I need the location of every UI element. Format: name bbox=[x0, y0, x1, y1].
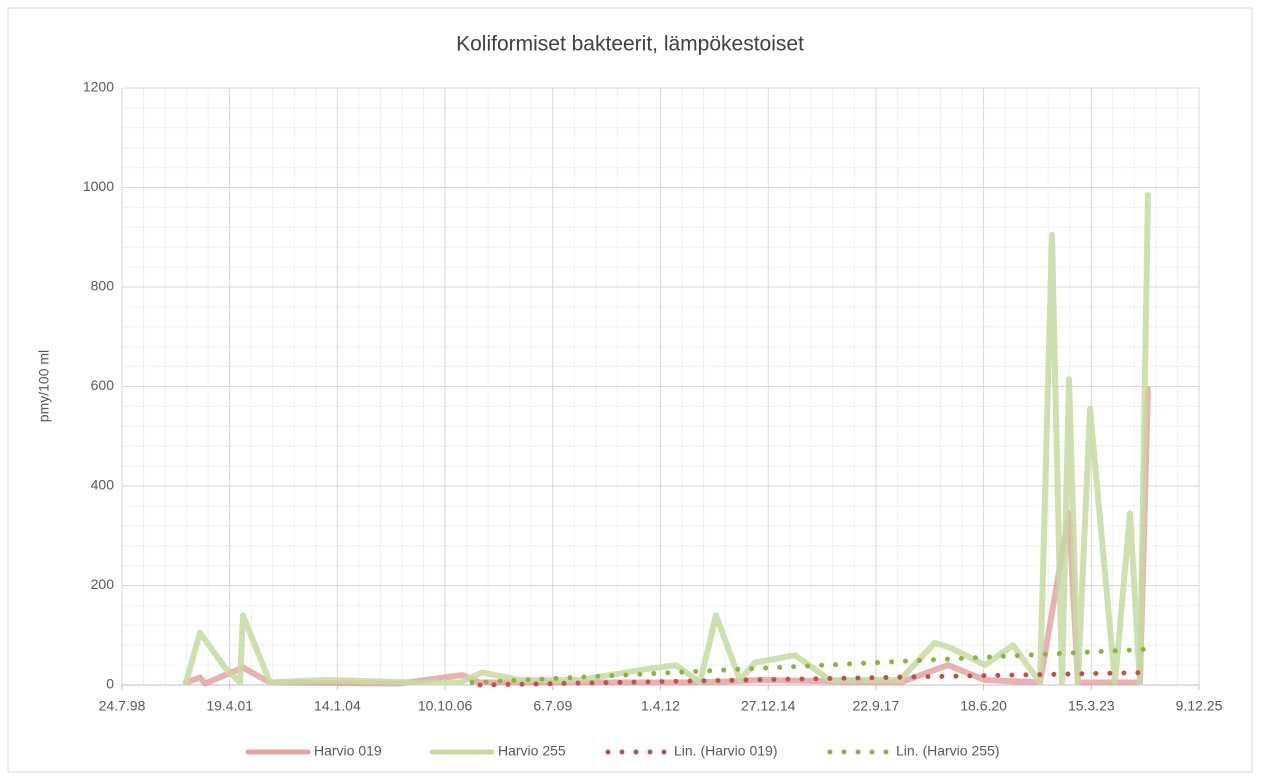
trend-line bbox=[477, 670, 1151, 688]
y-tick-label: 0 bbox=[106, 676, 114, 692]
x-tick-label: 1.4.12 bbox=[641, 698, 680, 714]
y-tick-label: 1000 bbox=[83, 178, 114, 194]
chart-title: Koliformiset bakteerit, lämpökestoiset bbox=[456, 33, 804, 56]
y-tick-label: 200 bbox=[91, 576, 115, 592]
y-tick-label: 800 bbox=[91, 278, 115, 294]
y-tick-label: 1200 bbox=[83, 79, 114, 95]
legend-label: Lin. (Harvio 255) bbox=[896, 743, 1000, 759]
x-tick-label: 18.6.20 bbox=[960, 698, 1007, 714]
x-tick-label: 24.7.98 bbox=[99, 698, 146, 714]
y-tick-label: 400 bbox=[91, 477, 115, 493]
x-tick-label: 27.12.14 bbox=[741, 698, 796, 714]
x-tick-label: 19.4.01 bbox=[206, 698, 253, 714]
legend-label: Harvio 255 bbox=[498, 743, 566, 759]
x-tick-label: 22.9.17 bbox=[853, 698, 900, 714]
y-tick-label: 600 bbox=[91, 377, 115, 393]
x-tick-label: 6.7.09 bbox=[533, 698, 572, 714]
legend-label: Harvio 019 bbox=[314, 743, 382, 759]
x-tick-label: 15.3.23 bbox=[1068, 698, 1115, 714]
x-tick-label: 10.10.06 bbox=[418, 698, 473, 714]
y-axis-label: pmy/100 ml bbox=[36, 350, 52, 422]
x-tick-label: 14.1.04 bbox=[314, 698, 361, 714]
trend-line bbox=[469, 646, 1151, 686]
series-line bbox=[182, 191, 1151, 686]
legend-label: Lin. (Harvio 019) bbox=[674, 743, 778, 759]
x-tick-label: 9.12.25 bbox=[1176, 698, 1223, 714]
